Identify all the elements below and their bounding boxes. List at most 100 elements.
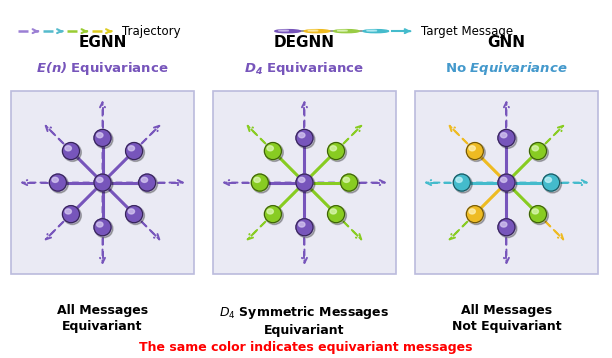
Ellipse shape <box>543 175 561 193</box>
Ellipse shape <box>456 177 462 183</box>
Ellipse shape <box>267 146 274 151</box>
Ellipse shape <box>334 30 359 33</box>
Ellipse shape <box>468 144 485 161</box>
Ellipse shape <box>341 174 357 191</box>
Ellipse shape <box>125 142 143 160</box>
Ellipse shape <box>267 209 274 214</box>
Ellipse shape <box>127 207 144 224</box>
Ellipse shape <box>252 174 268 191</box>
Ellipse shape <box>94 130 111 146</box>
Ellipse shape <box>64 207 81 224</box>
Ellipse shape <box>140 175 157 193</box>
Ellipse shape <box>367 30 377 31</box>
Ellipse shape <box>498 219 515 236</box>
Ellipse shape <box>125 205 143 223</box>
Ellipse shape <box>501 222 507 227</box>
Text: $D_4$ Symmetric Messages
Equivariant: $D_4$ Symmetric Messages Equivariant <box>219 304 390 337</box>
Ellipse shape <box>278 30 289 31</box>
Ellipse shape <box>468 207 485 224</box>
Ellipse shape <box>94 174 111 191</box>
Ellipse shape <box>466 205 483 223</box>
Ellipse shape <box>97 133 103 138</box>
Ellipse shape <box>297 220 315 238</box>
Ellipse shape <box>329 207 346 224</box>
Ellipse shape <box>296 174 313 191</box>
Text: $\bfit{E}(\bfit{n})$ $\mathbf{Equivariance}$: $\bfit{E}(\bfit{n})$ $\mathbf{Equivarian… <box>36 59 169 77</box>
Ellipse shape <box>95 220 113 238</box>
Text: GNN: GNN <box>487 35 526 50</box>
Ellipse shape <box>499 220 517 238</box>
Ellipse shape <box>469 146 476 151</box>
Ellipse shape <box>266 144 283 161</box>
Ellipse shape <box>139 174 155 191</box>
Ellipse shape <box>64 144 81 161</box>
Ellipse shape <box>264 142 282 160</box>
Ellipse shape <box>327 205 345 223</box>
Ellipse shape <box>141 177 147 183</box>
Ellipse shape <box>94 219 111 236</box>
Ellipse shape <box>545 177 551 183</box>
Ellipse shape <box>297 130 315 148</box>
Ellipse shape <box>466 142 483 160</box>
Ellipse shape <box>65 209 72 214</box>
Ellipse shape <box>343 177 349 183</box>
Ellipse shape <box>299 222 305 227</box>
Ellipse shape <box>499 130 517 148</box>
Ellipse shape <box>275 30 300 33</box>
Ellipse shape <box>498 174 515 191</box>
Ellipse shape <box>532 209 539 214</box>
Ellipse shape <box>297 175 315 193</box>
Ellipse shape <box>296 130 313 146</box>
Ellipse shape <box>50 174 66 191</box>
Ellipse shape <box>299 177 305 183</box>
Ellipse shape <box>65 146 72 151</box>
Ellipse shape <box>95 175 113 193</box>
FancyBboxPatch shape <box>415 91 598 274</box>
Ellipse shape <box>327 142 345 160</box>
Ellipse shape <box>95 130 113 148</box>
Ellipse shape <box>498 130 515 146</box>
Ellipse shape <box>501 177 507 183</box>
Text: The same color indicates equivariant messages: The same color indicates equivariant mes… <box>140 342 472 354</box>
Ellipse shape <box>62 205 80 223</box>
Ellipse shape <box>304 30 330 33</box>
Ellipse shape <box>329 144 346 161</box>
Ellipse shape <box>453 174 470 191</box>
Ellipse shape <box>531 144 548 161</box>
Text: $\bfit{D_4}$ $\mathbf{Equivariance}$: $\bfit{D_4}$ $\mathbf{Equivariance}$ <box>245 59 364 77</box>
Ellipse shape <box>97 177 103 183</box>
Ellipse shape <box>128 209 135 214</box>
Ellipse shape <box>543 174 559 191</box>
Ellipse shape <box>97 222 103 227</box>
Ellipse shape <box>252 175 271 193</box>
FancyBboxPatch shape <box>11 91 194 274</box>
Text: All Messages
Equivariant: All Messages Equivariant <box>57 304 148 333</box>
Ellipse shape <box>454 175 472 193</box>
Text: All Messages
Not Equivariant: All Messages Not Equivariant <box>452 304 561 333</box>
Ellipse shape <box>52 177 58 183</box>
Ellipse shape <box>128 146 135 151</box>
Ellipse shape <box>532 146 539 151</box>
FancyBboxPatch shape <box>213 91 396 274</box>
Ellipse shape <box>469 209 476 214</box>
Ellipse shape <box>529 142 547 160</box>
Text: DEGNN: DEGNN <box>274 35 335 50</box>
Ellipse shape <box>363 30 389 33</box>
Text: Trajectory: Trajectory <box>122 25 181 38</box>
Ellipse shape <box>296 219 313 236</box>
Ellipse shape <box>127 144 144 161</box>
Ellipse shape <box>299 133 305 138</box>
Ellipse shape <box>341 175 359 193</box>
Ellipse shape <box>264 205 282 223</box>
Ellipse shape <box>308 30 318 31</box>
Ellipse shape <box>62 142 80 160</box>
Ellipse shape <box>266 207 283 224</box>
Ellipse shape <box>531 207 548 224</box>
Ellipse shape <box>330 209 337 214</box>
Ellipse shape <box>499 175 517 193</box>
Ellipse shape <box>254 177 260 183</box>
Ellipse shape <box>330 146 337 151</box>
Text: Target Message: Target Message <box>421 25 513 38</box>
Ellipse shape <box>50 175 69 193</box>
Ellipse shape <box>501 133 507 138</box>
